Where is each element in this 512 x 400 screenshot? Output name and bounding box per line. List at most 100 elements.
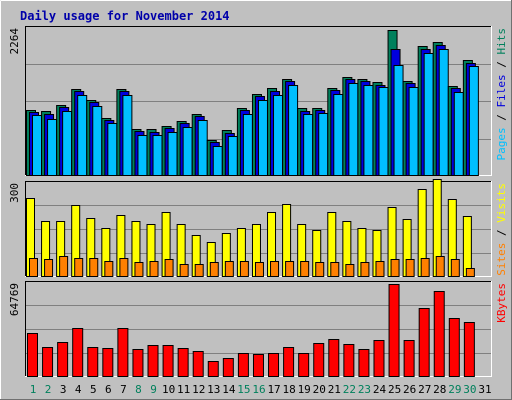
bar-kbytes-day-30 [463, 322, 475, 377]
bar-pages-day-10 [167, 132, 178, 176]
bar-pages-day-17 [273, 95, 284, 176]
bar-kbytes-day-3 [57, 342, 69, 377]
bar-pages-day-11 [182, 127, 193, 176]
bar-sites-day-10 [164, 259, 174, 277]
bar-pages-day-21 [333, 94, 344, 176]
series-label-part: / [495, 223, 508, 243]
bar-kbytes-day-8 [132, 349, 144, 377]
bar-pages-day-14 [227, 136, 238, 176]
day-label-5: 5 [90, 383, 97, 396]
day-label-31: 31 [478, 383, 491, 396]
day-label-17: 17 [267, 383, 280, 396]
day-label-13: 13 [207, 383, 220, 396]
day-label-22: 22 [343, 383, 356, 396]
bar-pages-day-20 [318, 113, 329, 176]
bar-pages-day-12 [197, 120, 208, 176]
bar-kbytes-day-1 [27, 333, 38, 377]
panel-kbytes: 64769 KBytes [8, 281, 508, 377]
bar-pages-day-4 [77, 95, 88, 176]
bar-pages-day-15 [242, 114, 253, 176]
bar-kbytes-day-16 [252, 354, 264, 377]
bar-sites-day-23 [360, 262, 370, 277]
bar-sites-day-15 [239, 261, 249, 277]
bar-sites-day-7 [119, 258, 129, 277]
bar-pages-day-19 [303, 114, 314, 176]
bar-kbytes-day-27 [418, 308, 430, 377]
day-label-19: 19 [298, 383, 311, 396]
series-label-part: Files [495, 74, 508, 107]
day-label-28: 28 [433, 383, 446, 396]
bar-pages-day-3 [62, 111, 73, 176]
day-label-7: 7 [120, 383, 127, 396]
bar-kbytes-day-17 [268, 353, 280, 377]
bar-kbytes-day-25 [388, 284, 400, 377]
series-label: KBytes [495, 283, 508, 323]
bar-pages-day-27 [423, 53, 434, 176]
bar-pages-day-16 [257, 100, 268, 176]
bar-pages-day-22 [348, 83, 359, 176]
day-label-12: 12 [192, 383, 205, 396]
bar-pages-day-23 [363, 85, 374, 176]
bar-pages-day-18 [288, 85, 299, 176]
day-label-18: 18 [283, 383, 296, 396]
bar-kbytes-day-13 [207, 361, 219, 377]
bar-sites-day-4 [74, 258, 84, 277]
bar-pages-day-26 [408, 87, 419, 176]
bar-sites-day-27 [420, 258, 430, 277]
panel-visits-sites: 300 Sites / Visits [8, 179, 508, 277]
bar-sites-day-8 [134, 262, 144, 277]
bar-kbytes-day-20 [313, 343, 325, 377]
bar-sites-day-26 [405, 259, 415, 277]
bar-sites-day-28 [435, 256, 445, 277]
bar-pages-day-28 [438, 49, 449, 176]
bar-pages-day-8 [137, 135, 148, 176]
day-label-20: 20 [313, 383, 326, 396]
day-label-4: 4 [75, 383, 82, 396]
bar-pages-day-1 [32, 115, 42, 176]
day-label-27: 27 [418, 383, 431, 396]
bar-pages-day-5 [92, 106, 103, 176]
bar-sites-day-20 [315, 262, 325, 277]
series-label: Pages / Files / Hits [495, 28, 508, 161]
bar-kbytes-day-24 [373, 340, 385, 377]
bar-pages-day-6 [107, 123, 118, 176]
bar-sites-day-24 [375, 261, 385, 277]
bar-kbytes-day-18 [283, 347, 295, 377]
bar-sites-day-11 [179, 264, 189, 277]
bar-kbytes-day-7 [117, 328, 129, 377]
bar-sites-day-21 [330, 262, 340, 277]
bar-pages-day-2 [47, 119, 58, 176]
series-label: Sites / Visits [495, 183, 508, 276]
day-label-23: 23 [358, 383, 371, 396]
bar-sites-day-17 [270, 261, 280, 277]
bar-sites-day-5 [89, 258, 99, 277]
bar-kbytes-day-15 [237, 353, 249, 377]
bar-sites-day-1 [29, 258, 38, 277]
y-max-label: 300 [8, 183, 21, 203]
bar-sites-day-6 [104, 261, 114, 277]
y-max-label: 2264 [8, 28, 21, 55]
bar-sites-day-2 [44, 259, 54, 277]
series-label-part: Sites [495, 243, 508, 276]
day-label-25: 25 [388, 383, 401, 396]
day-label-24: 24 [373, 383, 387, 396]
chart-title: Daily usage for November 2014 [20, 9, 230, 23]
bar-pages-day-30 [468, 66, 479, 176]
bar-sites-day-14 [224, 261, 234, 277]
series-label-part: Hits [495, 28, 508, 55]
bar-pages-day-9 [152, 135, 163, 176]
bar-kbytes-day-26 [403, 340, 415, 377]
bar-pages-day-29 [453, 92, 464, 176]
bar-kbytes-day-4 [72, 328, 84, 377]
day-label-3: 3 [60, 383, 67, 396]
day-label-14: 14 [222, 383, 236, 396]
series-label-part: Pages [495, 127, 508, 160]
bar-kbytes-day-11 [177, 348, 189, 377]
day-label-10: 10 [162, 383, 175, 396]
bar-pages-day-25 [393, 65, 404, 176]
day-label-9: 9 [150, 383, 157, 396]
bar-kbytes-day-5 [87, 347, 99, 377]
bar-kbytes-day-2 [42, 347, 54, 377]
y-max-label: 64769 [8, 283, 21, 316]
bar-kbytes-day-21 [328, 339, 340, 377]
